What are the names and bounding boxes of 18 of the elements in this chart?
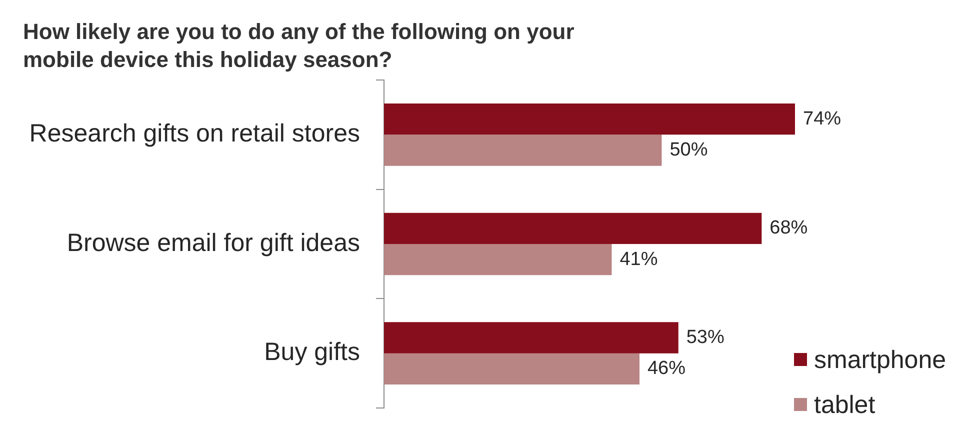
data-label: 46%	[647, 358, 686, 380]
bar	[384, 134, 662, 166]
data-label: 50%	[670, 139, 708, 160]
bar	[384, 322, 678, 354]
y-tick-label: Research gifts on retail stores	[29, 120, 360, 148]
bar	[384, 353, 640, 384]
chart-title: How likely are you to do any of the following on your mobile device this holiday season?	[23, 18, 576, 74]
data-label: 68%	[770, 218, 808, 239]
data-label: 53%	[686, 326, 724, 348]
legend-label: smartphone	[814, 346, 946, 374]
y-tick-label: Browse email for gift ideas	[66, 228, 360, 257]
bar	[384, 212, 762, 244]
legend-label: tablet	[814, 390, 876, 418]
bar	[384, 244, 612, 276]
y-tick-label: Buy gifts	[264, 338, 360, 366]
bar	[384, 104, 795, 135]
data-label: 41%	[620, 248, 658, 270]
data-label: 74%	[803, 108, 842, 130]
